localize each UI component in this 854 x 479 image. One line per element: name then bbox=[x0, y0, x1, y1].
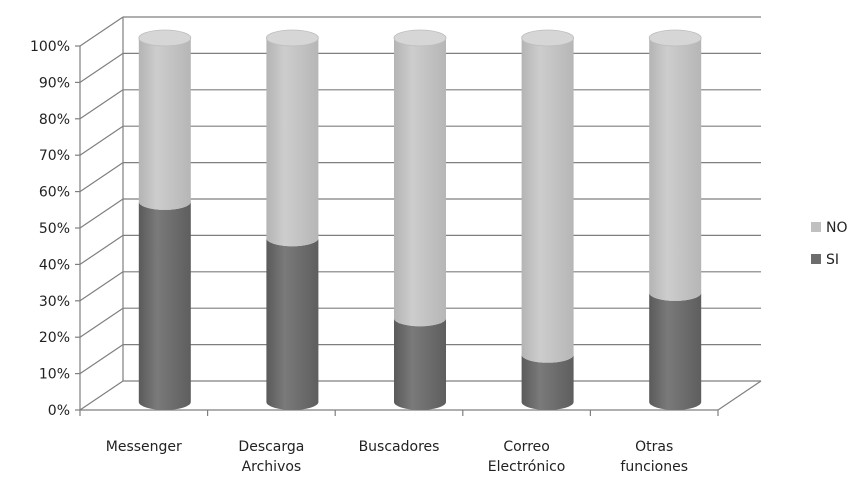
x-tick-label: funciones bbox=[620, 459, 688, 475]
bar-segment-no bbox=[521, 38, 574, 363]
bar-top-cap bbox=[393, 29, 447, 47]
bar-segment-no bbox=[138, 38, 191, 210]
side-wall-gridline bbox=[79, 89, 124, 120]
chart-labels: 0% 10% 20% 30% 40% 50% 60% 70% 80% 90% 100% Messeng… bbox=[30, 39, 688, 475]
side-wall-gridline bbox=[79, 380, 124, 411]
legend-label-si: SI bbox=[826, 252, 839, 268]
x-tick-label: Messenger bbox=[106, 439, 182, 455]
bar-segment-si bbox=[521, 354, 574, 410]
side-wall-gridline bbox=[79, 16, 124, 47]
side-wall-gridline bbox=[79, 344, 124, 375]
bar-segment-si bbox=[394, 318, 446, 410]
x-tick-label: Electrónico bbox=[488, 459, 566, 475]
legend-label-no: NO bbox=[826, 220, 848, 236]
x-tick-label: Archivos bbox=[242, 459, 302, 475]
y-tick-label: 20% bbox=[39, 330, 70, 346]
y-tick-label: 100% bbox=[30, 39, 70, 55]
x-tick-label: Buscadores bbox=[359, 439, 440, 455]
y-tick-label: 40% bbox=[39, 257, 70, 273]
y-tick-label: 50% bbox=[39, 221, 70, 237]
side-wall-gridline bbox=[79, 234, 124, 265]
bar-segment-si bbox=[649, 292, 702, 410]
x-tick-label: Otras bbox=[635, 439, 673, 455]
side-wall-gridline bbox=[79, 125, 124, 156]
bar-segment-no bbox=[394, 38, 446, 327]
y-tick-label: 70% bbox=[39, 148, 70, 164]
floor-right-edge bbox=[717, 380, 762, 411]
bar-segment-no bbox=[266, 38, 319, 247]
side-wall-gridline bbox=[79, 162, 124, 193]
y-tick-label: 10% bbox=[39, 367, 70, 383]
bar-top-cap bbox=[265, 29, 319, 47]
bar-segment-si bbox=[138, 201, 191, 410]
bar-segment-no bbox=[649, 38, 702, 301]
bar-top-cap bbox=[648, 29, 702, 47]
chart-bars bbox=[138, 29, 702, 410]
y-tick-label: 0% bbox=[48, 403, 70, 419]
bar-top-cap bbox=[138, 29, 192, 47]
side-wall-gridline bbox=[79, 198, 124, 229]
chart-legend: NO SI bbox=[811, 220, 848, 268]
bar-top-cap bbox=[521, 29, 574, 47]
bar-segment-si bbox=[266, 238, 319, 410]
x-tick-label: Descarga bbox=[238, 439, 304, 455]
y-tick-label: 60% bbox=[39, 185, 70, 201]
y-tick-label: 30% bbox=[39, 294, 70, 310]
legend-swatch-no bbox=[811, 222, 821, 232]
legend-swatch-si bbox=[811, 254, 821, 264]
side-wall-gridline bbox=[79, 307, 124, 338]
side-wall-gridline bbox=[79, 52, 124, 83]
y-tick-label: 80% bbox=[39, 112, 70, 128]
y-tick-label: 90% bbox=[39, 75, 70, 91]
x-tick-label: Correo bbox=[503, 439, 549, 455]
side-wall-gridline bbox=[79, 271, 124, 302]
